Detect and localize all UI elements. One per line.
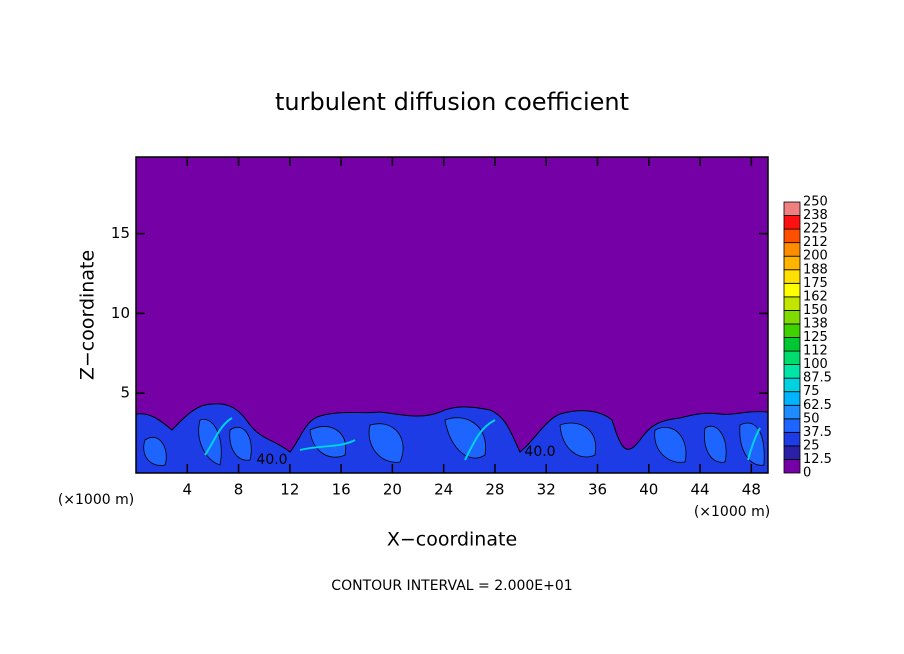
x-tick-label: 20 [383,481,402,499]
colorbar-band [783,323,801,338]
chart-title: turbulent diffusion coefficient [275,88,629,116]
turbulent-eddy [704,425,727,463]
x-tick-label: 28 [485,481,504,499]
colorbar-label: 112 [803,344,828,359]
colorbar-band [783,282,801,298]
colorbar-band [783,296,801,311]
y-unit-label: (×1000 m) [58,492,134,508]
colorbar-label: 37.5 [803,425,832,440]
colorbar-label: 87.5 [803,371,832,386]
colorbar-band [783,445,801,460]
colorbar-label: 75 [803,384,820,399]
colorbar-label: 100 [803,357,828,372]
turbulent-eddy [559,422,597,458]
turbulent-eddy [654,427,687,463]
plot-area: 40.0 40.0 [135,156,769,474]
x-tick-label: 40 [639,481,658,499]
high-diffusion-streak [204,417,233,456]
x-axis-label: X−coordinate [387,529,517,551]
colorbar-label: 188 [803,262,828,277]
colorbar-band [783,309,801,325]
y-tick-label: 15 [111,224,130,242]
colorbar-label: 250 [803,195,828,210]
colorbar-band [783,364,801,379]
colorbar-label: 138 [803,316,828,331]
colorbar-band [783,391,801,406]
colorbar-label: 175 [803,276,828,291]
plot-frame [135,156,769,474]
x-tick-label: 4 [183,481,193,499]
colorbar-label: 12.5 [803,452,832,467]
colorbar-band [783,350,801,365]
colorbar-band [783,377,801,393]
x-tick-label: 24 [434,481,453,499]
y-tick-label: 10 [111,304,130,322]
y-axis-label: Z−coordinate [77,250,99,380]
colorbar-label: 125 [803,330,828,345]
colorbar-band [783,337,801,352]
colorbar-label: 200 [803,249,828,264]
colorbar-label: 50 [803,411,820,426]
colorbar-band [783,459,801,474]
colorbar-band [783,242,801,257]
colorbar-label: 225 [803,222,828,237]
colorbar-band [783,201,801,216]
high-diffusion-streak [464,419,496,461]
colorbar-label: 150 [803,303,828,318]
colorbar-band [783,215,801,230]
x-unit-label: (×1000 m) [694,504,770,520]
turbulent-eddy [444,417,487,459]
y-tick-label: 5 [120,384,130,402]
x-tick-label: 44 [691,481,710,499]
colorbar-band [783,431,801,447]
x-tick-label: 8 [234,481,244,499]
contour-label: 40.0 [256,452,287,468]
colorbar-band [783,404,801,420]
turbulent-eddy [229,427,252,461]
high-diffusion-streak [299,439,356,451]
colorbar-label: 162 [803,289,828,304]
x-tick-label: 32 [537,481,556,499]
colorbar-label: 212 [803,235,828,250]
colorbar-label: 62.5 [803,398,832,413]
x-tick-label: 16 [332,481,351,499]
turbulent-eddy [368,423,404,463]
colorbar-band [783,269,801,284]
colorbar-band [783,255,801,271]
turbulent-eddy [198,419,222,466]
x-tick-label: 36 [588,481,607,499]
colorbar-band [783,228,801,244]
colorbar-label: 238 [803,208,828,223]
colorbar-label: 25 [803,438,820,453]
colorbar-label: 0 [803,466,811,481]
high-diffusion-streak [747,427,761,461]
turbulent-eddy [143,437,167,466]
contour-interval-note: CONTOUR INTERVAL = 2.000E+01 [331,578,572,594]
x-tick-label: 12 [280,481,299,499]
contour-label: 40.0 [524,444,555,460]
colorbar-band [783,418,801,433]
x-tick-label: 48 [742,481,761,499]
